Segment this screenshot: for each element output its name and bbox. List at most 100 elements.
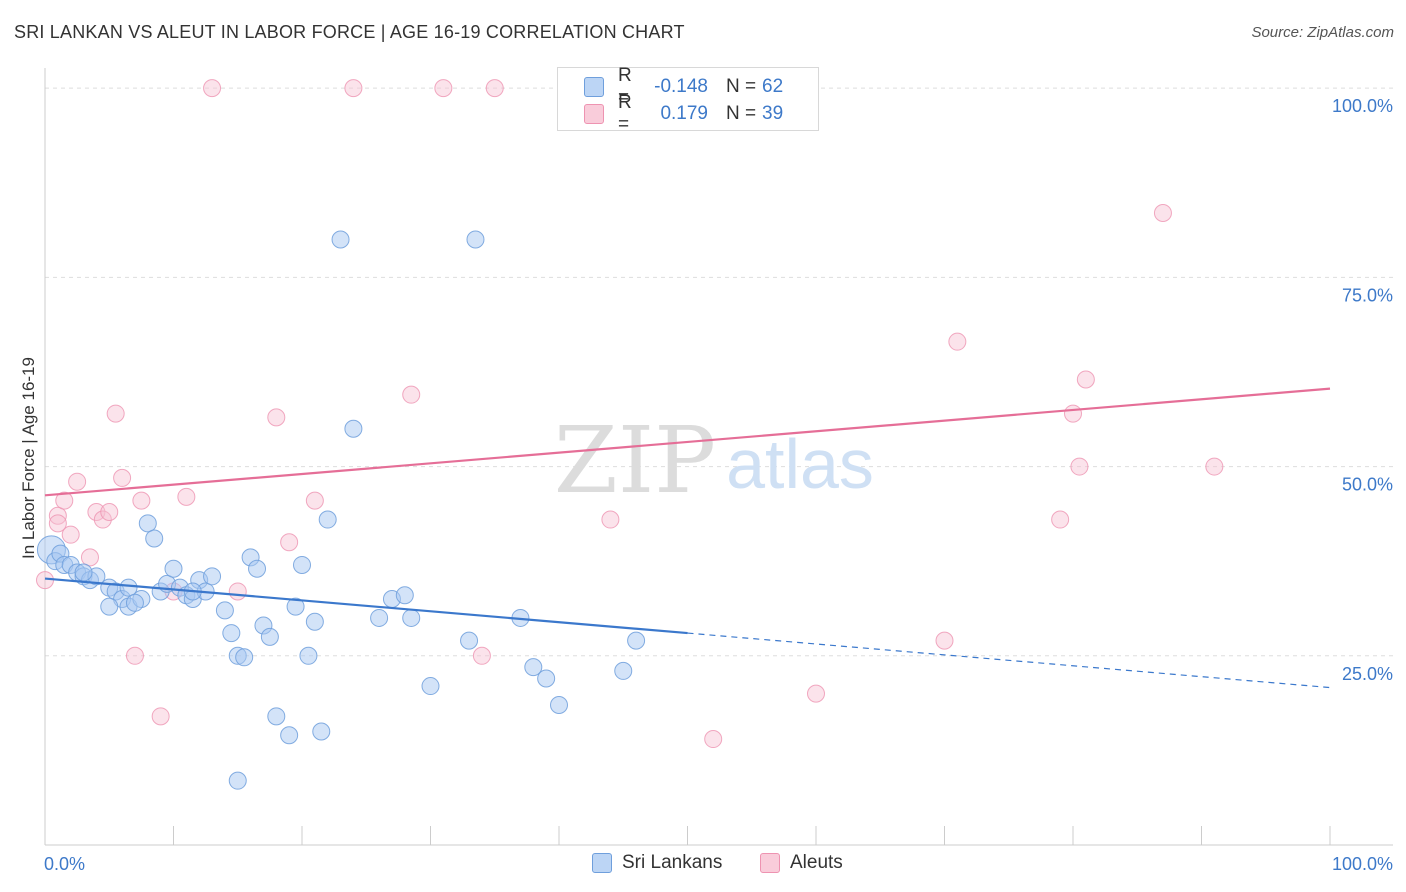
chart-title: SRI LANKAN VS ALEUT IN LABOR FORCE | AGE… xyxy=(14,22,685,42)
axes xyxy=(44,68,1393,846)
sri-lankans-point xyxy=(395,586,414,605)
aleuts-point xyxy=(305,491,324,510)
sri-lankans-trendline-extension xyxy=(687,632,1331,689)
sri-lankans-point xyxy=(248,559,267,578)
trendlines xyxy=(44,387,1331,689)
legend-r-value: 0.179 xyxy=(660,103,708,124)
sri-lankans-point xyxy=(460,631,479,650)
watermark: ZIP atlas xyxy=(554,407,874,514)
legend-row-sri-lankans: R = -0.148 N = 62 xyxy=(584,65,784,108)
sri-lankans-point xyxy=(344,419,363,438)
sri-lankans-point xyxy=(614,661,633,680)
series-swatch-pink xyxy=(760,853,780,873)
aleuts-point xyxy=(48,514,67,533)
correlation-legend: R = -0.148 N = 62 R = 0.179 N = 39 xyxy=(557,65,819,135)
y-tick-label: 50.0% xyxy=(1342,475,1393,495)
sri-lankans-point xyxy=(260,627,279,646)
sri-lankans-point xyxy=(125,593,144,612)
aleuts-point xyxy=(935,631,954,650)
gridlines xyxy=(45,87,1393,657)
aleuts-point xyxy=(151,707,170,726)
aleuts-point xyxy=(113,468,132,487)
sri-lankans-point xyxy=(100,597,119,616)
aleuts-point xyxy=(280,533,299,552)
aleuts-point xyxy=(472,646,491,665)
series-label: Aleuts xyxy=(790,852,843,873)
sri-lankans-point xyxy=(215,601,234,620)
sri-lankans-point xyxy=(550,695,568,714)
watermark-atlas: atlas xyxy=(726,425,874,503)
aleuts-point xyxy=(132,491,151,510)
y-tick-label: 75.0% xyxy=(1342,285,1393,305)
legend-row-aleuts: R = 0.179 N = 39 xyxy=(584,92,783,135)
aleuts-point xyxy=(100,502,119,521)
aleuts-point xyxy=(93,510,112,529)
sri-lankans-point xyxy=(305,612,324,631)
sri-lankans-point xyxy=(235,648,254,667)
x-tick-label: 100.0% xyxy=(1332,854,1393,874)
aleuts-point xyxy=(1205,457,1224,476)
legend-n-value: 62 xyxy=(762,76,784,97)
aleuts-point xyxy=(267,408,286,427)
sri-lankans-point xyxy=(537,669,556,688)
sri-lankans-point xyxy=(402,608,421,627)
aleuts-point xyxy=(55,491,74,510)
ticks xyxy=(173,826,1331,845)
aleuts-point xyxy=(177,487,196,506)
sri-lankans-point xyxy=(145,529,164,548)
sri-lankans-point xyxy=(138,514,157,533)
aleuts-point xyxy=(61,525,80,544)
aleuts-point xyxy=(48,506,67,525)
sri-lankans-point xyxy=(524,658,543,677)
y-tick-label: 100.0% xyxy=(1332,96,1393,116)
sri-lankans-point xyxy=(318,510,337,529)
aleuts-point xyxy=(344,79,363,98)
aleuts-point xyxy=(485,79,504,98)
sri-lankans-point xyxy=(280,726,299,745)
aleuts-point xyxy=(1076,370,1095,389)
aleuts-point xyxy=(601,510,620,529)
aleuts-point xyxy=(1064,404,1082,423)
aleuts-point xyxy=(807,684,825,703)
legend-n-label: N = xyxy=(726,76,757,97)
series-legend-sri-lankans: Sri Lankans xyxy=(592,852,722,874)
watermark-zip: ZIP xyxy=(554,407,716,514)
aleuts-point xyxy=(434,79,453,98)
sri-lankans-point xyxy=(222,624,241,643)
x-tick-label: 0.0% xyxy=(44,854,85,874)
sri-lankans-point xyxy=(299,646,318,665)
sri-lankans-point xyxy=(293,555,311,574)
sri-lankans-point xyxy=(228,771,247,790)
series-legend-aleuts: Aleuts xyxy=(760,852,843,874)
legend-r-label: R = xyxy=(618,92,632,135)
sri-lankans-point xyxy=(331,230,350,249)
series-label: Sri Lankans xyxy=(622,852,723,873)
legend-r-value: -0.148 xyxy=(654,76,708,97)
sri-lankans-point xyxy=(203,567,222,586)
sri-lankans-point xyxy=(312,722,331,741)
aleuts-point xyxy=(1051,510,1070,529)
y-tick-label: 25.0% xyxy=(1342,664,1393,684)
sri-lankans-point xyxy=(74,563,93,582)
aleuts-point xyxy=(87,502,106,521)
legend-n-label: N = xyxy=(726,103,757,124)
aleuts-point xyxy=(948,332,967,351)
sri-lankans-point xyxy=(286,597,305,616)
axis-labels: 25.0% 50.0% 75.0% 100.0% 0.0% 100.0% In Labor … xyxy=(19,96,1393,874)
sri-lankans-point xyxy=(421,677,440,696)
sri-lankans-trendline xyxy=(44,577,688,635)
aleuts-trendline xyxy=(44,387,1331,497)
aleuts-point xyxy=(125,646,144,665)
aleuts-point xyxy=(1153,204,1172,223)
aleuts-point xyxy=(80,548,99,567)
aleuts-point xyxy=(402,385,421,404)
aleuts-point xyxy=(68,472,87,491)
legend-r-label: R = xyxy=(618,65,632,108)
sri-lankans-point xyxy=(466,230,485,249)
aleuts-points xyxy=(36,79,1224,749)
source-label: Source: ZipAtlas.com xyxy=(1251,24,1394,41)
sri-lankans-point xyxy=(119,578,138,597)
aleuts-point xyxy=(1070,457,1089,476)
sri-lankans-points xyxy=(36,230,646,790)
